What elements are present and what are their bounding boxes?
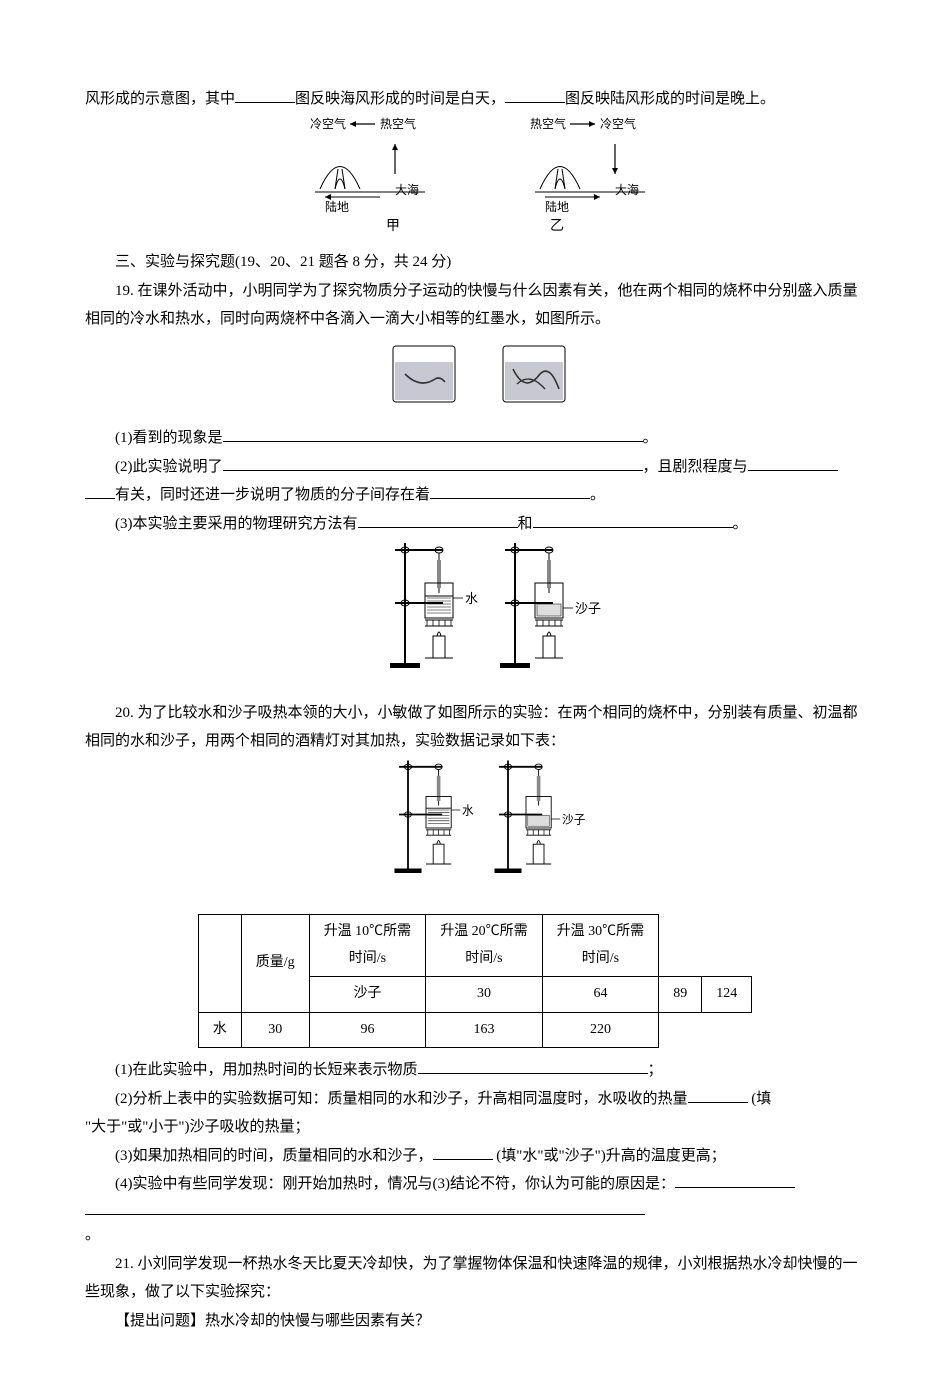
q19-2-cont: 有关，同时还进一步说明了物质的分子间存在着 。 — [85, 481, 865, 510]
blank-field[interactable] — [748, 454, 838, 471]
text: 和 — [518, 516, 533, 532]
blank-field[interactable] — [418, 1058, 648, 1075]
cell: 124 — [702, 977, 752, 1013]
text: ； — [648, 1062, 663, 1078]
blank-field[interactable] — [223, 426, 643, 443]
q20-2-cont: "大于"或"小于")沙子吸收的热量； — [85, 1113, 865, 1142]
cell: 220 — [542, 1012, 659, 1048]
hot-label: 热空气 — [380, 116, 416, 131]
text: (2)此实验说明了 — [115, 459, 223, 475]
heating-diagram-2: 水 沙子 — [85, 756, 865, 907]
q21-text: 21. 小刘同学发现一杯热水冬天比夏天冷却快，为了掌握物体保温和快速降温的规律，… — [85, 1250, 865, 1307]
sand-label: 沙子 — [562, 813, 586, 826]
blank-field[interactable] — [358, 511, 518, 528]
hot-label: 热空气 — [530, 116, 566, 131]
text: 。 — [85, 1227, 100, 1243]
cold-label: 冷空气 — [310, 116, 346, 131]
text: 。 — [590, 487, 605, 503]
blank-field[interactable] — [505, 87, 565, 104]
beaker-diagram — [85, 334, 865, 425]
beaker-cold — [393, 346, 455, 402]
beaker-hot — [503, 346, 565, 402]
caption-a: 甲 — [386, 214, 400, 241]
wind-diagram: 冷空气 热空气 陆地 大海 热空气 冷空气 — [85, 114, 865, 241]
col-t20a: 升温 20℃所需时间/s — [426, 915, 543, 977]
sea-label: 大海 — [615, 182, 639, 197]
text: (3)本实验主要采用的物理研究方法有 — [115, 516, 358, 532]
q20-text: 20. 为了比较水和沙子吸热本领的大小，小敏做了如图所示的实验：在两个相同的烧杯… — [85, 699, 865, 756]
section-3-heading: 三、实验与探究题(19、20、21 题各 8 分，共 24 分) — [85, 248, 865, 277]
col-t10a: 升温 10℃所需时间/s — [309, 915, 426, 977]
text: 图反映陆风形成的时间是晚上。 — [565, 91, 775, 107]
blank-field[interactable] — [85, 483, 115, 500]
blank-field[interactable] — [675, 1172, 795, 1189]
q20-4: (4)实验中有些同学发现：刚开始加热时，情况与(3)结论不符，你认为可能的原因是… — [85, 1170, 865, 1199]
q19-text: 19. 在课外活动中，小明同学为了探究物质分子运动的快慢与什么因素有关，他在两个… — [85, 277, 865, 334]
blank-field[interactable] — [223, 454, 643, 471]
text: 图反映海风形成的时间是白天， — [295, 91, 505, 107]
text: (1)在此实验中，用加热时间的长短来表示物质 — [115, 1062, 418, 1078]
sand-label: 沙子 — [575, 601, 601, 616]
blank-field[interactable] — [85, 1199, 645, 1216]
text: (填 — [748, 1091, 772, 1107]
apparatus-sand: 沙子 — [500, 543, 601, 668]
cell: 64 — [542, 977, 659, 1013]
q20-4-cont: 。 — [85, 1199, 865, 1250]
cell: 96 — [309, 1012, 426, 1048]
diagram-b: 热空气 冷空气 陆地 大海 — [500, 114, 670, 214]
cell: 89 — [659, 977, 702, 1013]
cell: 30 — [426, 977, 543, 1013]
blank-field[interactable] — [688, 1086, 748, 1103]
cell: 30 — [241, 1012, 309, 1048]
caption-b: 乙 — [550, 214, 564, 241]
text: 。 — [643, 430, 658, 446]
table-header-row: 质量/g 升温 10℃所需时间/s 升温 20℃所需时间/s 升温 30℃所需时… — [198, 915, 751, 977]
land-label: 陆地 — [325, 199, 349, 214]
cell: 163 — [426, 1012, 543, 1048]
apparatus-water: 水 — [390, 543, 478, 668]
blank-field[interactable] — [235, 87, 295, 104]
diagram-a: 冷空气 热空气 陆地 大海 — [280, 114, 450, 214]
cold-label: 冷空气 — [600, 116, 636, 131]
question-18-cont: 风形成的示意图，其中 图反映海风形成的时间是白天， 图反映陆风形成的时间是晚上。 — [85, 85, 865, 114]
data-table: 质量/g 升温 10℃所需时间/s 升温 20℃所需时间/s 升温 30℃所需时… — [198, 914, 752, 1048]
col-mass: 质量/g — [241, 915, 309, 1013]
q20-2: (2)分析上表中的实验数据可知：质量相同的水和沙子，升高相同温度时，水吸收的热量… — [85, 1085, 865, 1114]
text: 。 — [733, 516, 748, 532]
text: (3)如果加热相同的时间，质量相同的水和沙子， — [115, 1148, 433, 1164]
q19-1: (1)看到的现象是 。 — [85, 424, 865, 453]
col-t30a: 升温 30℃所需时间/s — [542, 915, 659, 977]
text: (填"水"或"沙子")升高的温度更高； — [493, 1148, 726, 1164]
text: 有关，同时还进一步说明了物质的分子间存在着 — [115, 487, 430, 503]
blank-field[interactable] — [433, 1143, 493, 1160]
q19-3: (3)本实验主要采用的物理研究方法有 和 。 — [85, 510, 865, 539]
blank-field[interactable] — [533, 511, 733, 528]
apparatus-water: 水 — [395, 760, 475, 873]
apparatus-sand: 沙子 — [495, 760, 586, 873]
q21-question: 【提出问题】热水冷却的快慢与哪些因素有关？ — [85, 1307, 865, 1336]
cell: 沙子 — [309, 977, 426, 1013]
col-blank — [198, 915, 241, 1013]
text: 风形成的示意图，其中 — [85, 91, 235, 107]
text: (4)实验中有些同学发现：刚开始加热时，情况与(3)结论不符，你认为可能的原因是… — [115, 1176, 675, 1192]
water-label: 水 — [462, 804, 474, 817]
q20-1: (1)在此实验中，用加热时间的长短来表示物质 ； — [85, 1056, 865, 1085]
water-label: 水 — [465, 591, 478, 606]
q20-3: (3)如果加热相同的时间，质量相同的水和沙子， (填"水"或"沙子")升高的温度… — [85, 1142, 865, 1171]
heating-diagram-1: 水 沙子 — [85, 538, 865, 699]
text: ，且剧烈程度与 — [643, 459, 748, 475]
sea-label: 大海 — [395, 182, 419, 197]
cell: 水 — [198, 1012, 241, 1048]
text: (1)看到的现象是 — [115, 430, 223, 446]
blank-field[interactable] — [430, 483, 590, 500]
table-row-water: 水 30 96 163 220 — [198, 1012, 751, 1048]
q19-2: (2)此实验说明了 ，且剧烈程度与 — [85, 453, 865, 482]
land-label: 陆地 — [545, 199, 569, 214]
text: (2)分析上表中的实验数据可知：质量相同的水和沙子，升高相同温度时，水吸收的热量 — [115, 1091, 688, 1107]
